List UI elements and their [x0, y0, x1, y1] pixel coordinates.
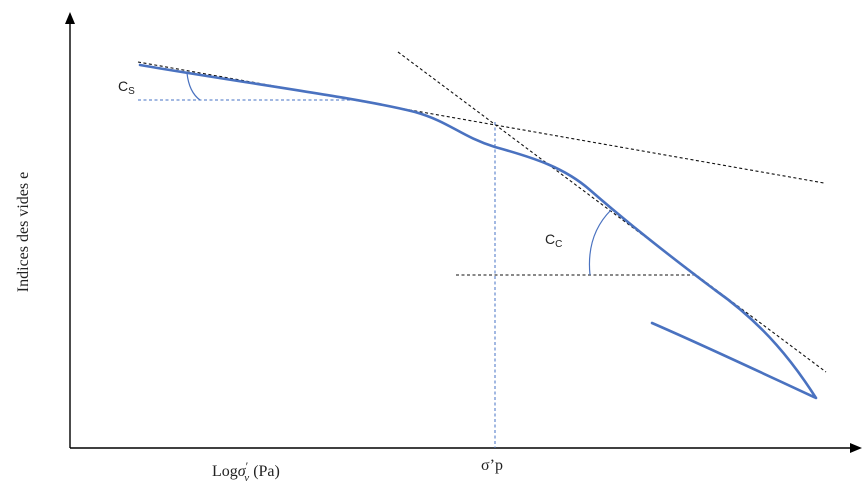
cc-angle-arc [588, 209, 612, 276]
x-axis-arrow [850, 443, 862, 453]
y-axis-label: Indices des vides e [15, 172, 32, 292]
cs-label: CS [118, 78, 135, 97]
y-axis-arrow [65, 12, 75, 24]
x-axis-label: Logσ′ v (Pa) [212, 459, 280, 484]
cc-label: CC [545, 231, 562, 250]
preconsolidation-label: σ’p [481, 457, 503, 474]
cs-label-subscript: S [128, 86, 135, 97]
cc-tangent-line [397, 51, 827, 373]
cc-label-subscript: C [555, 239, 562, 250]
compressibility-curve [138, 63, 818, 400]
cs-angle-arc [186, 72, 201, 101]
